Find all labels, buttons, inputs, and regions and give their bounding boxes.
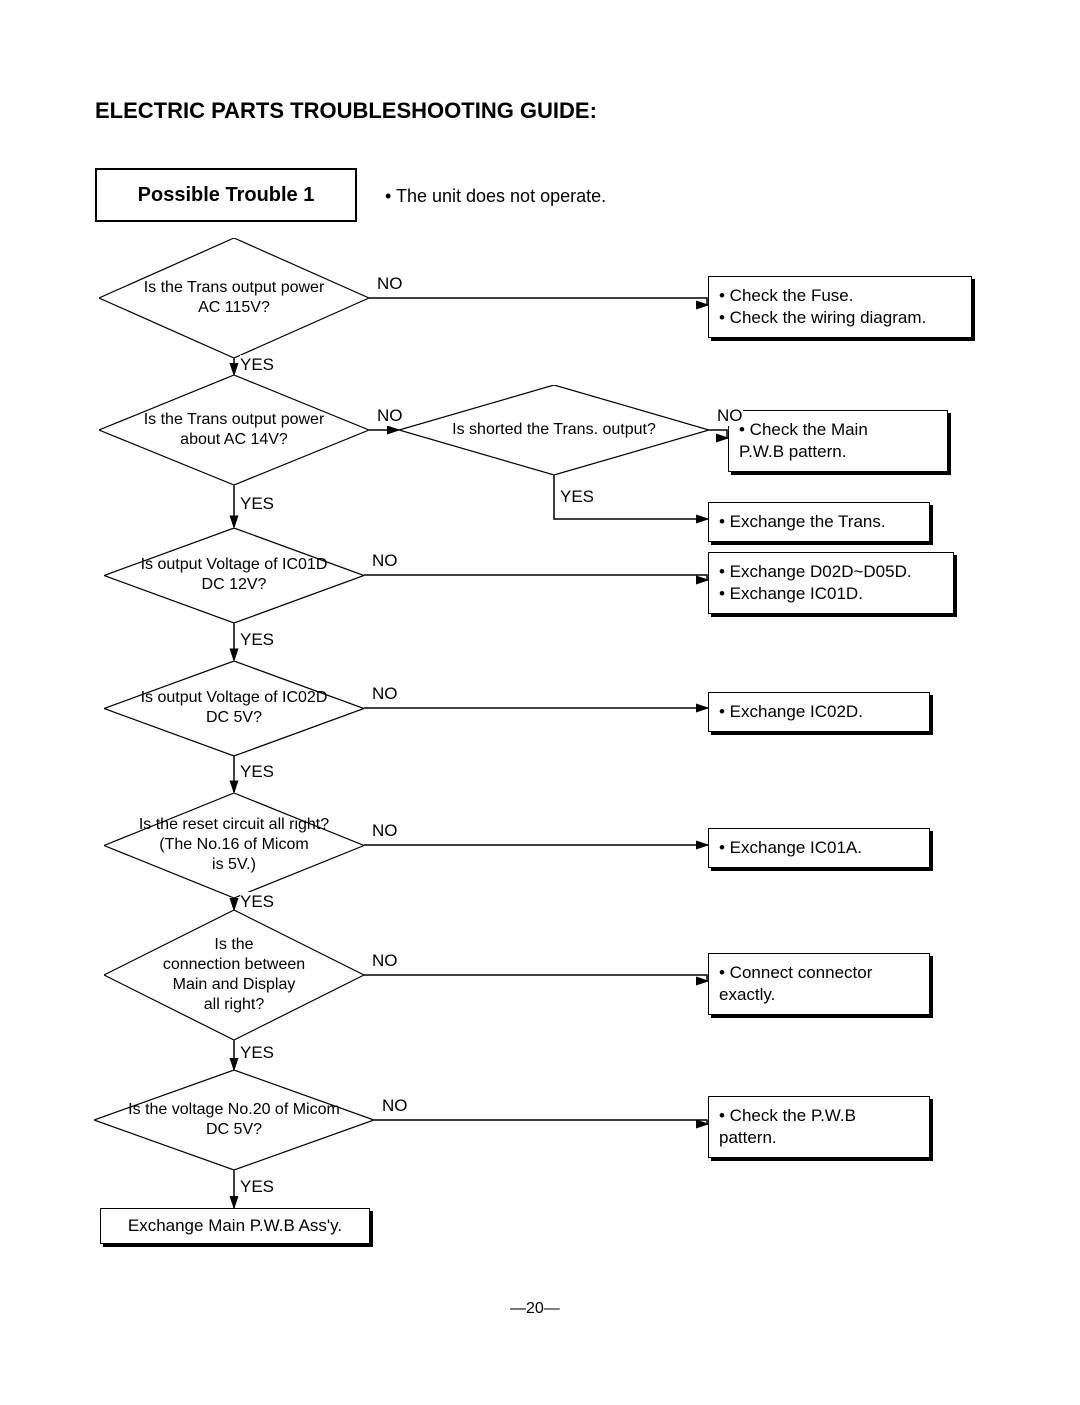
decision-trans-shorted: Is shorted the Trans. output? bbox=[399, 385, 709, 475]
process-exchange-main-pwb: Exchange Main P.W.B Ass'y. bbox=[100, 1208, 370, 1244]
edge-label: NO bbox=[372, 821, 398, 841]
action-exchange-d02d: • Exchange D02D~D05D. • Exchange IC01D. bbox=[708, 552, 954, 614]
edge-label: YES bbox=[560, 487, 594, 507]
edge-label: NO bbox=[372, 951, 398, 971]
edge-label: YES bbox=[240, 1043, 274, 1063]
edge-label: YES bbox=[240, 1177, 274, 1197]
decision-trans-115v: Is the Trans output power AC 115V? bbox=[99, 238, 369, 358]
decision-ic02d-5v: Is output Voltage of IC02D DC 5V? bbox=[104, 661, 364, 756]
action-check-pwb-pattern: • Check the P.W.B pattern. bbox=[708, 1096, 930, 1158]
action-exchange-ic01a: • Exchange IC01A. bbox=[708, 828, 930, 868]
action-exchange-ic02d: • Exchange IC02D. bbox=[708, 692, 930, 732]
trouble-heading-box: Possible Trouble 1 bbox=[95, 168, 357, 222]
edge-label: NO bbox=[372, 684, 398, 704]
decision-connection: Is the connection between Main and Displ… bbox=[104, 910, 364, 1040]
page-title: ELECTRIC PARTS TROUBLESHOOTING GUIDE: bbox=[95, 98, 597, 124]
edge-label: NO bbox=[377, 406, 403, 426]
edge-label: YES bbox=[240, 630, 274, 650]
action-check-main-pwb: • Check the Main P.W.B pattern. bbox=[728, 410, 948, 472]
edge-label: YES bbox=[240, 355, 274, 375]
edge-label: YES bbox=[240, 762, 274, 782]
edge-label: NO bbox=[382, 1096, 408, 1116]
edge-label: NO bbox=[717, 406, 743, 426]
decision-trans-14v: Is the Trans output power about AC 14V? bbox=[99, 375, 369, 485]
edge-label: YES bbox=[240, 892, 274, 912]
decision-ic01d-12v: Is output Voltage of IC01D DC 12V? bbox=[104, 528, 364, 623]
decision-micom-20-5v: Is the voltage No.20 of Micom DC 5V? bbox=[94, 1070, 374, 1170]
page-number: —20— bbox=[510, 1300, 560, 1318]
edge-label: NO bbox=[372, 551, 398, 571]
decision-reset-circuit: Is the reset circuit all right? (The No.… bbox=[104, 793, 364, 898]
trouble-heading-label: Possible Trouble 1 bbox=[138, 184, 315, 207]
action-check-fuse: • Check the Fuse. • Check the wiring dia… bbox=[708, 276, 972, 338]
edge-label: YES bbox=[240, 494, 274, 514]
edge-label: NO bbox=[377, 274, 403, 294]
action-connect-connector: • Connect connector exactly. bbox=[708, 953, 930, 1015]
trouble-description: • The unit does not operate. bbox=[385, 186, 606, 207]
action-exchange-trans: • Exchange the Trans. bbox=[708, 502, 930, 542]
page-root: ELECTRIC PARTS TROUBLESHOOTING GUIDE: Po… bbox=[0, 0, 1080, 1405]
